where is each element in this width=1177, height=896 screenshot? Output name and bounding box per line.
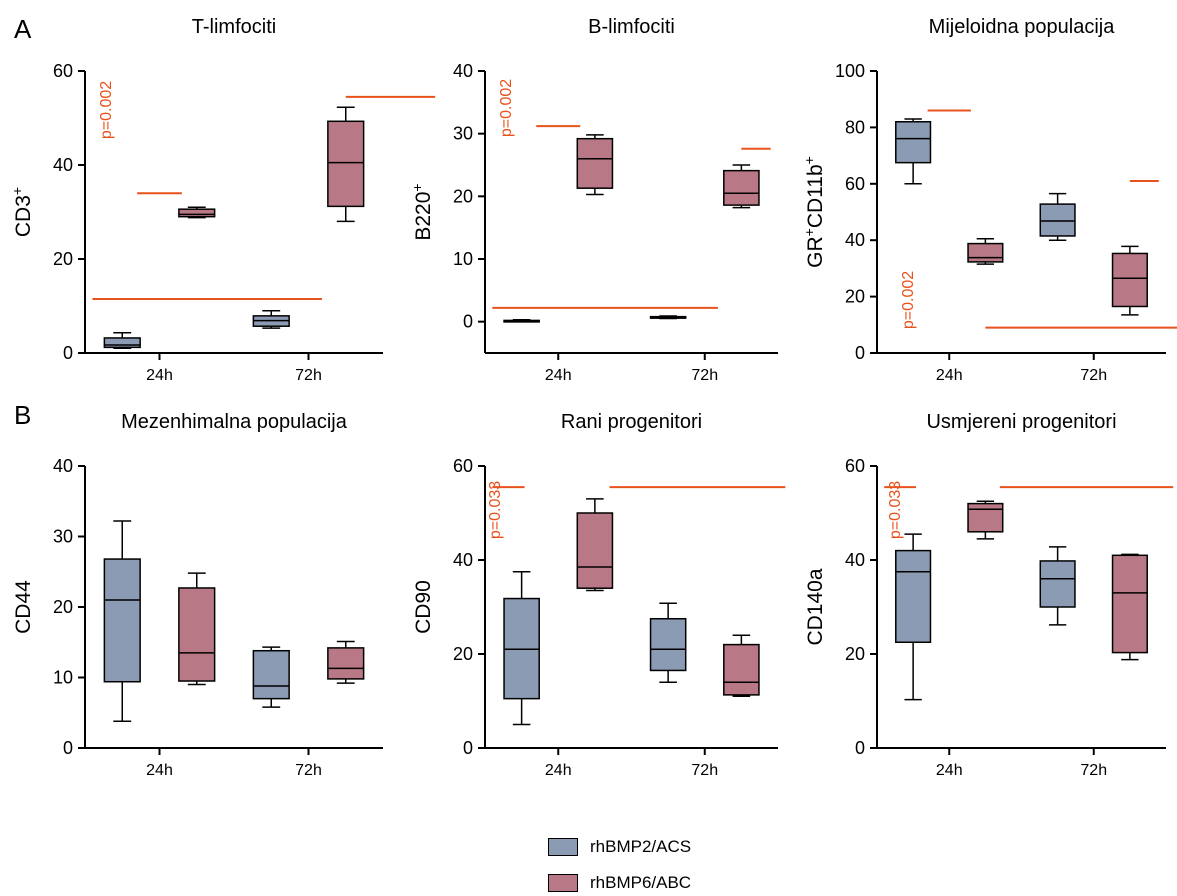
box-rhbmp6	[967, 242, 1004, 263]
x-tick-label: 72h	[1080, 762, 1107, 779]
y-tick-label: 20	[845, 644, 865, 664]
x-tick-label: 72h	[691, 367, 718, 384]
chart-title: Rani progenitori	[561, 411, 702, 433]
chart-title: B-limfociti	[588, 16, 675, 38]
y-tick-label: 60	[845, 456, 865, 476]
box-rhbmp2	[649, 618, 687, 672]
p-value-label: p=0.002	[498, 79, 515, 137]
chart-title: Mezenhimalna populacija	[121, 411, 348, 433]
box-rhbmp6	[327, 120, 365, 208]
y-tick-label: 20	[845, 287, 865, 307]
box-rhbmp2	[1039, 203, 1076, 237]
chart-title: Usmjereni progenitori	[926, 411, 1116, 433]
box-rhbmp6	[327, 647, 365, 680]
y-tick-label: 40	[53, 456, 73, 476]
box-rhbmp6	[576, 137, 614, 189]
y-tick-label: 0	[63, 738, 73, 758]
p-value-label: p=0.033	[887, 481, 904, 539]
box-rhbmp6	[1111, 252, 1148, 308]
x-tick-label: 72h	[691, 762, 718, 779]
box-rhbmp6	[178, 208, 216, 218]
y-tick-label: 100	[835, 61, 865, 81]
y-tick-label: 60	[53, 61, 73, 81]
p-value-label: p=0.002	[98, 81, 115, 139]
box-rhbmp6	[723, 169, 760, 206]
y-tick-label: 20	[53, 249, 73, 269]
y-tick-label: 80	[845, 117, 865, 137]
panel-letter-a: A	[14, 14, 32, 44]
y-tick-label: 40	[453, 550, 473, 570]
legend-swatch-rhbmp6	[548, 874, 578, 892]
box-rhbmp2	[895, 121, 932, 164]
box-rhbmp6	[576, 512, 614, 589]
chart-title: Mijeloidna populacija	[929, 16, 1116, 38]
y-tick-label: 30	[453, 124, 473, 144]
y-tick-label: 0	[463, 738, 473, 758]
x-tick-label: 24h	[146, 762, 173, 779]
x-tick-label: 24h	[936, 367, 963, 384]
box-rhbmp2	[103, 558, 141, 683]
x-tick-label: 24h	[146, 367, 173, 384]
box-rhbmp6	[967, 502, 1004, 533]
y-tick-label: 20	[53, 597, 73, 617]
y-tick-label: 0	[63, 343, 73, 363]
legend-swatch-rhbmp2	[548, 838, 578, 856]
y-axis-label: CD90	[412, 580, 435, 634]
box-rhbmp2	[895, 549, 932, 643]
y-tick-label: 10	[453, 249, 473, 269]
box-rhbmp2	[103, 337, 141, 349]
x-tick-label: 72h	[295, 367, 322, 384]
y-tick-label: 20	[453, 186, 473, 206]
y-tick-label: 40	[453, 61, 473, 81]
y-tick-label: 20	[453, 644, 473, 664]
y-tick-label: 10	[53, 668, 73, 688]
p-value-label: p=0.002	[900, 271, 917, 329]
x-tick-label: 24h	[545, 762, 572, 779]
y-tick-label: 40	[845, 230, 865, 250]
y-axis-label: CD44	[12, 580, 35, 634]
box-rhbmp2	[1039, 560, 1076, 608]
y-tick-label: 0	[463, 312, 473, 332]
chart-title: T-limfociti	[192, 16, 276, 38]
y-axis-label: CD3+	[9, 187, 35, 237]
y-axis-label: B220+	[409, 183, 435, 240]
box-rhbmp6	[178, 587, 216, 682]
y-tick-label: 0	[855, 738, 865, 758]
y-tick-label: 60	[453, 456, 473, 476]
y-axis-label: GR+CD11b+	[801, 156, 827, 268]
y-tick-label: 30	[53, 527, 73, 547]
legend-label-rhbmp6: rhBMP6/ABC	[590, 873, 692, 892]
x-tick-label: 72h	[1080, 367, 1107, 384]
y-tick-label: 40	[845, 550, 865, 570]
x-tick-label: 24h	[545, 367, 572, 384]
y-axis-label: CD140a	[804, 568, 827, 645]
x-tick-label: 72h	[295, 762, 322, 779]
box-rhbmp6	[1111, 554, 1148, 654]
y-tick-label: 0	[855, 343, 865, 363]
y-tick-label: 60	[845, 174, 865, 194]
box-rhbmp2	[252, 649, 290, 700]
box-rhbmp6	[723, 643, 760, 696]
p-value-label: p=0.033	[487, 481, 504, 539]
charts-canvas: T-limfociti 0 20 40 60 24h 72h CD3+ p=0.002 B-lim…	[9, 16, 1177, 779]
legend-label-rhbmp2: rhBMP2/ACS	[590, 837, 692, 856]
panel-letter-b: B	[14, 400, 32, 430]
x-tick-label: 24h	[936, 762, 963, 779]
y-tick-label: 40	[53, 155, 73, 175]
